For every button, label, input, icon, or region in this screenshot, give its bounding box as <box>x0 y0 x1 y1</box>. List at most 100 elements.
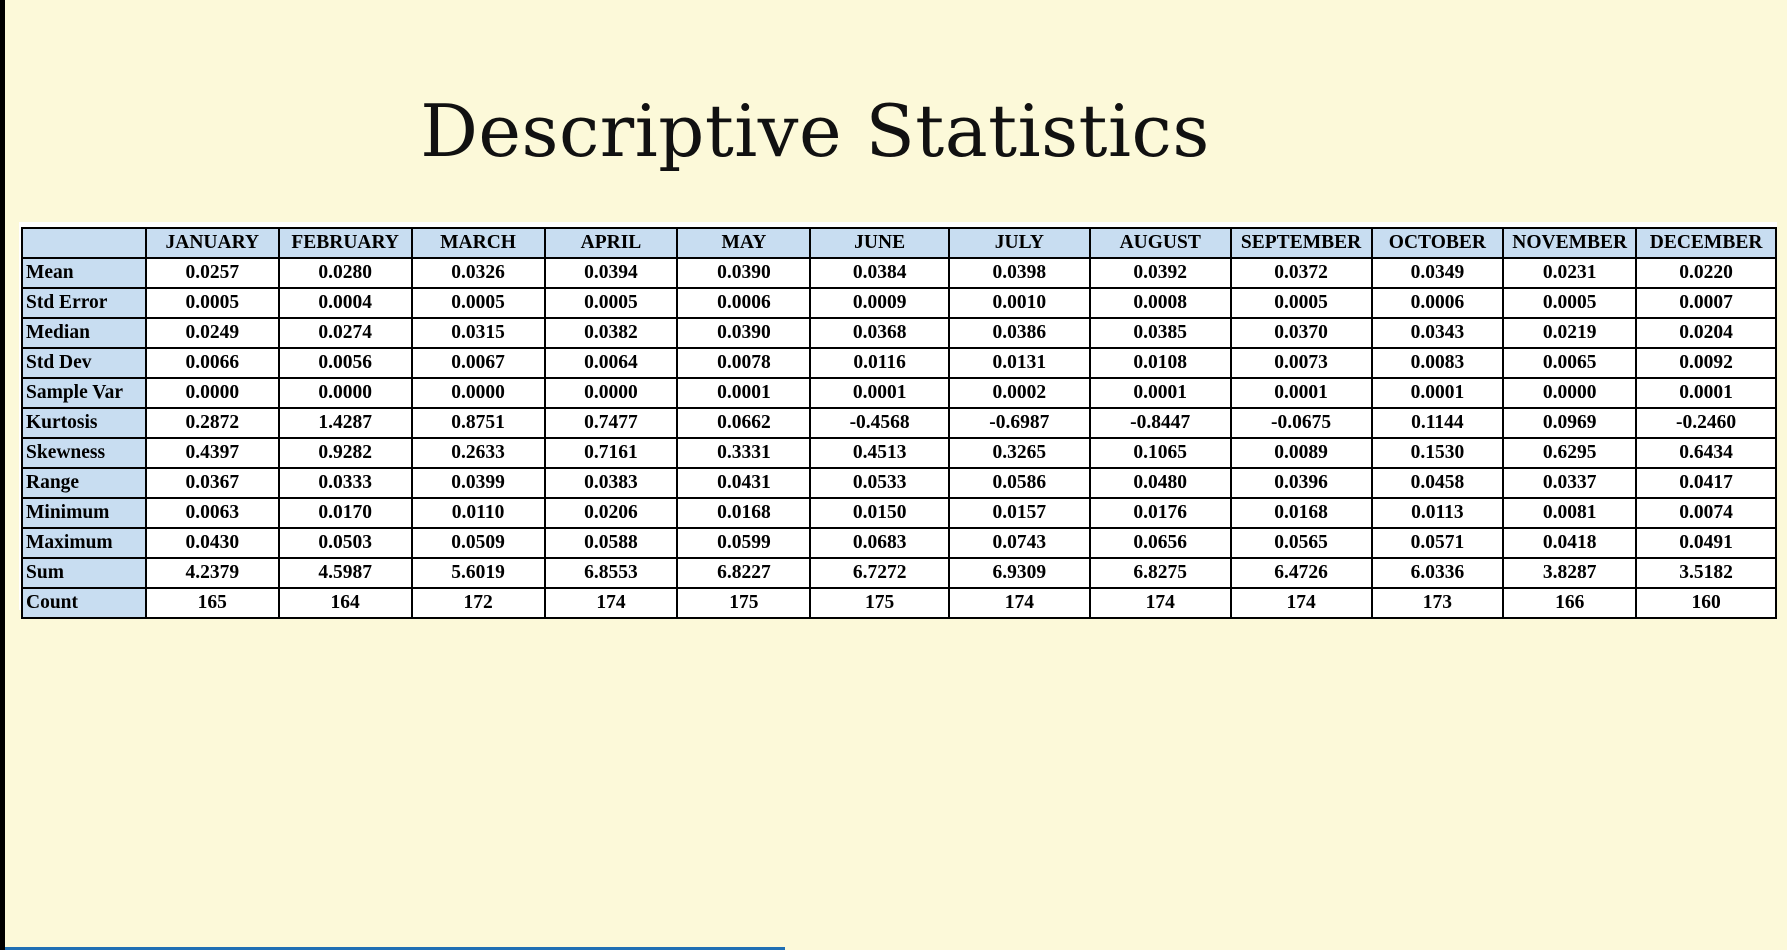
table-cell: 0.0005 <box>410 287 546 319</box>
table-cell: -0.8447 <box>1088 407 1232 439</box>
table-cell: 0.0383 <box>543 467 679 499</box>
table-cell: 165 <box>144 587 280 619</box>
column-header: JULY <box>947 227 1091 259</box>
table-cell: 0.0108 <box>1088 347 1232 379</box>
table-cell: -0.6987 <box>947 407 1091 439</box>
table-cell: 0.0000 <box>144 377 280 409</box>
table-cell: 0.0231 <box>1502 257 1638 289</box>
table-cell: 166 <box>1502 587 1638 619</box>
table-cell: 0.0390 <box>676 317 812 349</box>
table-cell: 0.0204 <box>1635 317 1777 349</box>
table-cell: 164 <box>277 587 413 619</box>
table-cell: 0.8751 <box>410 407 546 439</box>
table-cell: 0.0168 <box>1229 497 1373 529</box>
table-cell: 0.0503 <box>277 527 413 559</box>
table-cell: 0.0113 <box>1370 497 1505 529</box>
row-label: Count <box>21 587 147 619</box>
table-cell: 0.6434 <box>1635 437 1777 469</box>
table-cell: 0.6295 <box>1502 437 1638 469</box>
descriptive-stats-table: JANUARY FEBRUARY MARCH APRIL MAY JUNE JU… <box>21 227 1777 619</box>
row-label: Minimum <box>21 497 147 529</box>
table-cell: 0.0157 <box>947 497 1091 529</box>
table-cell: 0.0005 <box>144 287 280 319</box>
table-cell: 0.4513 <box>809 437 950 469</box>
table-cell: 0.0063 <box>144 497 280 529</box>
table-cell: 0.0394 <box>543 257 679 289</box>
table-cell: 0.0083 <box>1370 347 1505 379</box>
table-cell: 0.0385 <box>1088 317 1232 349</box>
row-label: Median <box>21 317 147 349</box>
table-row: Sample Var 0.0000 0.0000 0.0000 0.0000 0.0001… <box>21 377 1777 409</box>
table-cell: 0.0005 <box>543 287 679 319</box>
table-cell: 0.0131 <box>947 347 1091 379</box>
table-cell: 0.0110 <box>410 497 546 529</box>
table-cell: 0.0392 <box>1088 257 1232 289</box>
table-cell: 0.0743 <box>947 527 1091 559</box>
table-cell: 0.0368 <box>809 317 950 349</box>
table-cell: 0.7477 <box>543 407 679 439</box>
table-cell: 0.0599 <box>676 527 812 559</box>
table-row: Std Dev 0.0066 0.0056 0.0067 0.0064 0.0078 0.0… <box>21 347 1777 379</box>
table-cell: 172 <box>410 587 546 619</box>
table-cell: 0.0370 <box>1229 317 1373 349</box>
column-header: OCTOBER <box>1370 227 1505 259</box>
table-cell: 0.0001 <box>1088 377 1232 409</box>
column-header: NOVEMBER <box>1502 227 1638 259</box>
table-cell: 0.1065 <box>1088 437 1232 469</box>
table-cell: 0.0073 <box>1229 347 1373 379</box>
row-label: Kurtosis <box>21 407 147 439</box>
table-cell: 0.0206 <box>543 497 679 529</box>
table-cell: 0.0533 <box>809 467 950 499</box>
row-label: Mean <box>21 257 147 289</box>
row-label: Std Error <box>21 287 147 319</box>
table-cell: 0.2872 <box>144 407 280 439</box>
table-cell: 0.0399 <box>410 467 546 499</box>
column-header: JANUARY <box>144 227 280 259</box>
table-cell: 0.0280 <box>277 257 413 289</box>
row-label: Range <box>21 467 147 499</box>
column-header: DECEMBER <box>1635 227 1777 259</box>
table-cell: 1.4287 <box>277 407 413 439</box>
table-cell: 0.0092 <box>1635 347 1777 379</box>
table-cell: 0.0000 <box>410 377 546 409</box>
table-row: Skewness 0.4397 0.9282 0.2633 0.7161 0.3331 0.… <box>21 437 1777 469</box>
table-cell: 0.2633 <box>410 437 546 469</box>
table-cell: 0.0396 <box>1229 467 1373 499</box>
table-row: Median 0.0249 0.0274 0.0315 0.0382 0.0390 0.03… <box>21 317 1777 349</box>
table-cell: 0.0386 <box>947 317 1091 349</box>
table-cell: 4.5987 <box>277 557 413 589</box>
table-cell: -0.0675 <box>1229 407 1373 439</box>
table-cell: 0.0249 <box>144 317 280 349</box>
table-cell: 0.0384 <box>809 257 950 289</box>
table-cell: 0.0006 <box>1370 287 1505 319</box>
table-cell: 0.0398 <box>947 257 1091 289</box>
table-row: Maximum 0.0430 0.0503 0.0509 0.0588 0.0599 0.0… <box>21 527 1777 559</box>
table-cell: 0.0064 <box>543 347 679 379</box>
table-cell: 0.0056 <box>277 347 413 379</box>
table-cell: 0.0004 <box>277 287 413 319</box>
row-label: Maximum <box>21 527 147 559</box>
table-cell: 0.0418 <box>1502 527 1638 559</box>
table-cell: 0.0168 <box>676 497 812 529</box>
table-cell: 0.0078 <box>676 347 812 379</box>
table-cell: 0.0431 <box>676 467 812 499</box>
table-cell: 0.0089 <box>1229 437 1373 469</box>
table-cell: 0.0067 <box>410 347 546 379</box>
table-cell: 3.5182 <box>1635 557 1777 589</box>
table-row: Mean 0.0257 0.0280 0.0326 0.0394 0.0390 0.0384… <box>21 257 1777 289</box>
table-cell: 174 <box>1229 587 1373 619</box>
table-cell: 0.0337 <box>1502 467 1638 499</box>
table-cell: 0.0005 <box>1229 287 1373 319</box>
column-header: MAY <box>676 227 812 259</box>
table-cell: 0.0005 <box>1502 287 1638 319</box>
progress-bar <box>5 947 785 950</box>
column-header: APRIL <box>543 227 679 259</box>
table-cell: 0.0480 <box>1088 467 1232 499</box>
table-cell: 0.0257 <box>144 257 280 289</box>
table-cell: 0.0150 <box>809 497 950 529</box>
table-row: Minimum 0.0063 0.0170 0.0110 0.0206 0.0168 0.0… <box>21 497 1777 529</box>
table-cell: 160 <box>1635 587 1777 619</box>
table-cell: 173 <box>1370 587 1505 619</box>
table-cell: 0.0349 <box>1370 257 1505 289</box>
column-header: MARCH <box>410 227 546 259</box>
